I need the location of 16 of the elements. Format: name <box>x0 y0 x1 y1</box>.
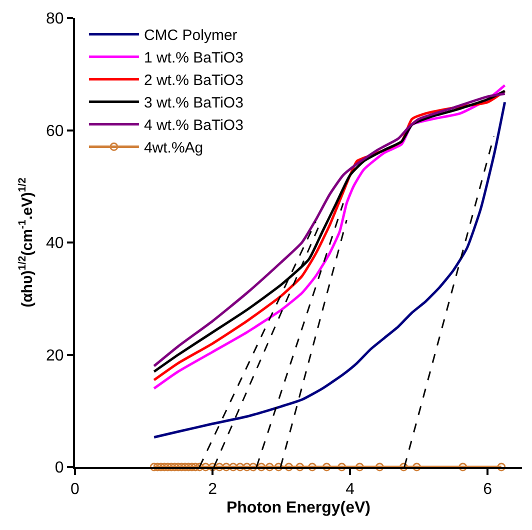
y-tick-label: 0 <box>54 460 64 477</box>
y-tick-label: 60 <box>46 122 64 140</box>
y-tick-label: 20 <box>46 347 64 364</box>
y-tick-label: 40 <box>46 235 64 252</box>
legend-label: 4wt.%Ag <box>144 140 204 157</box>
x-tick-label: 2 <box>208 481 218 498</box>
legend-label: 4 wt.% BaTiO3 <box>144 117 244 134</box>
legend-label: 2 wt.% BaTiO3 <box>144 72 244 90</box>
y-tick-label: 80 <box>46 10 64 28</box>
legend-label: CMC Polymer <box>144 27 238 44</box>
legend-label: 1 wt.% BaTiO3 <box>144 50 244 67</box>
x-tick-label: 4 <box>346 481 355 498</box>
x-axis-title: Photon Energy(eV) <box>226 499 371 516</box>
legend-label: 3 wt.% BaTiO3 <box>144 94 244 112</box>
x-tick-label: 0 <box>70 481 80 498</box>
x-tick-label: 6 <box>483 481 492 498</box>
